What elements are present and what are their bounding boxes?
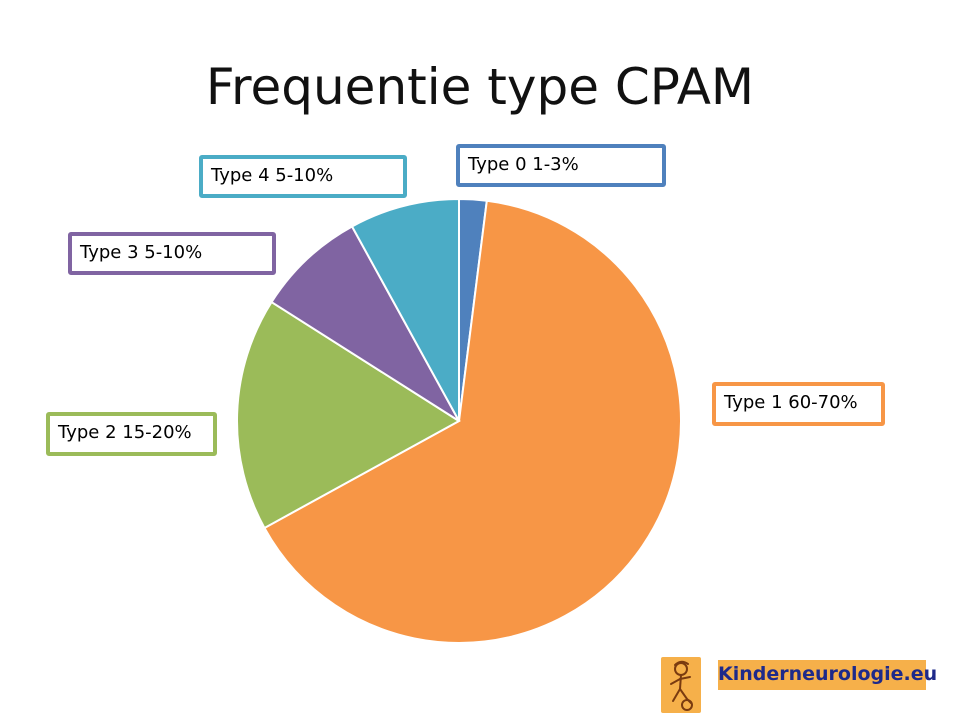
pie-slice-type-4 — [350, 197, 460, 422]
data-label-type-2: Type 2 15-20% — [46, 412, 217, 456]
data-label-type-0: Type 0 1-3% — [456, 144, 666, 187]
data-label-type-3: Type 3 5-10% — [68, 232, 276, 275]
pie-slice-type-2 — [236, 300, 461, 530]
pie-slice-type-1 — [263, 199, 682, 644]
pie-slice-type-3 — [270, 225, 460, 422]
child-figure-icon — [661, 657, 701, 713]
data-label-type-4: Type 4 5-10% — [199, 155, 407, 198]
data-label-type-1: Type 1 60-70% — [712, 382, 885, 426]
site-logo-text: Kinderneurologie.eu — [718, 660, 937, 690]
chart-title: Frequentie type CPAM — [205, 58, 755, 116]
